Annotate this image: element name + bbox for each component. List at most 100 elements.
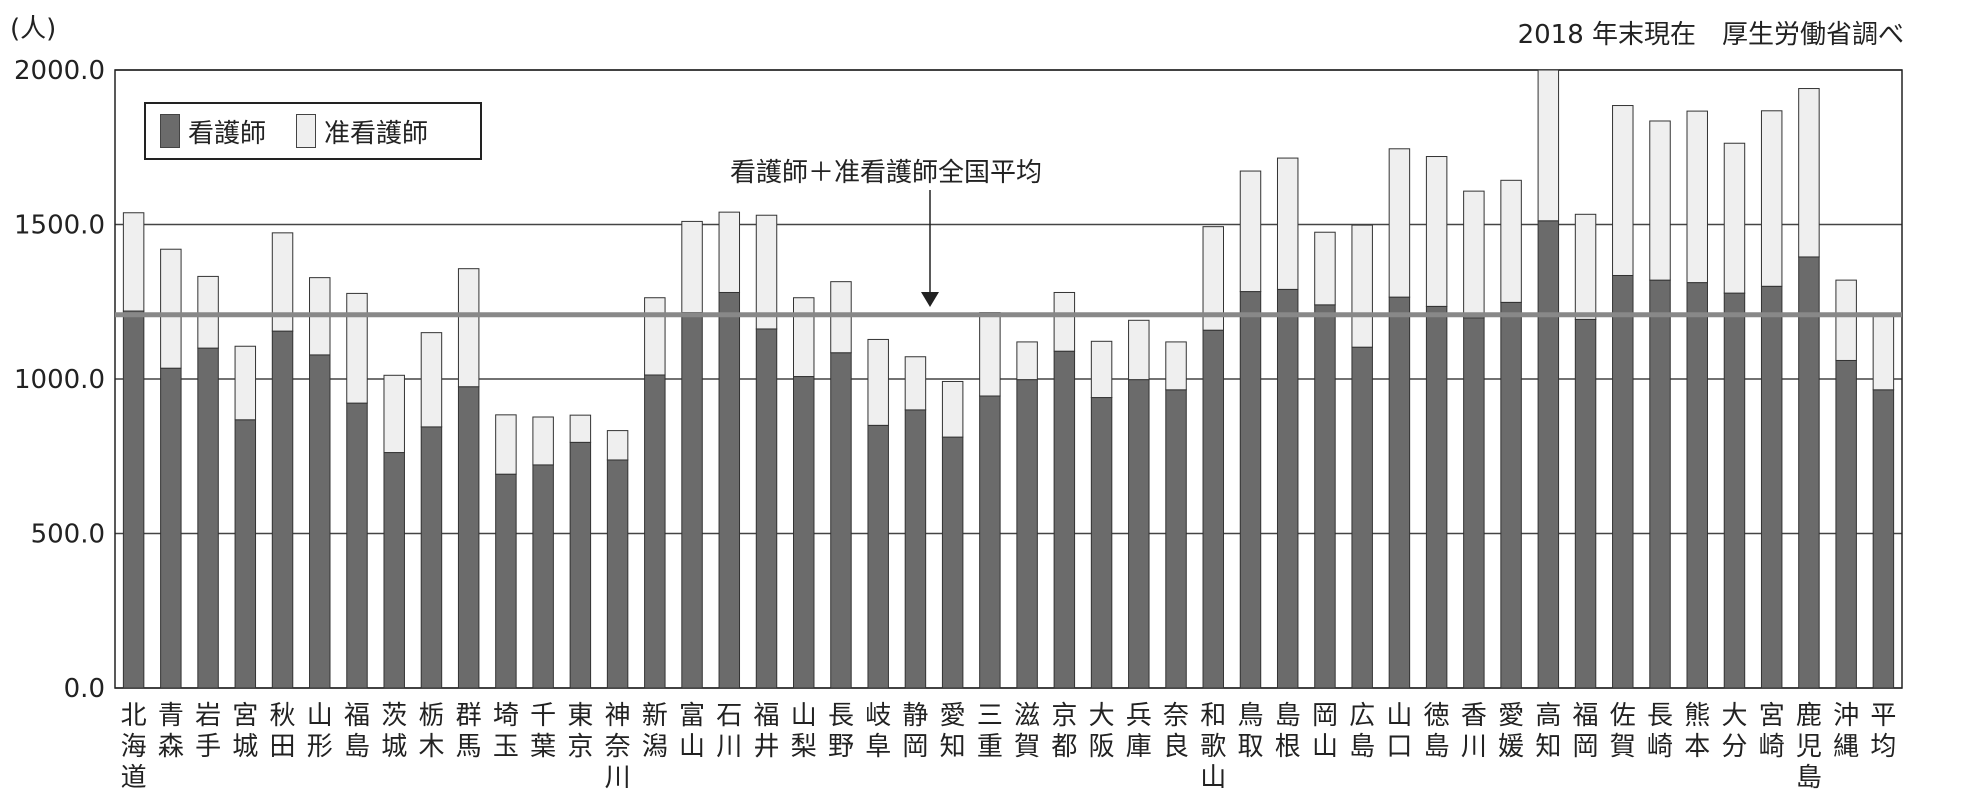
bar-nurse — [1500, 301, 1522, 689]
bar-nurse — [532, 464, 554, 689]
x-category-label: 茨 — [381, 701, 407, 731]
bar-assistant-nurse — [793, 297, 815, 378]
bar-nurse — [457, 386, 480, 689]
bar-nurse — [1053, 350, 1076, 689]
x-category-label: 佐 — [1610, 701, 1636, 731]
x-category-label: 東 — [567, 701, 593, 731]
x-category-label: 媛 — [1498, 732, 1524, 762]
x-category-label: 福 — [754, 701, 780, 731]
x-category-label: 大 — [1721, 701, 1747, 731]
x-category-label: 長 — [1647, 701, 1673, 731]
bar-nurse — [606, 459, 629, 689]
x-category-label: 城 — [232, 732, 258, 762]
bar-assistant-nurse — [644, 297, 666, 376]
bar-assistant-nurse — [1872, 315, 1895, 391]
bar-nurse — [1649, 279, 1671, 689]
x-category-label: 徳 — [1424, 701, 1450, 731]
x-category-label: 川 — [605, 763, 631, 793]
bar-nurse — [1760, 285, 1783, 689]
x-category-label: 潟 — [642, 732, 668, 762]
bar-nurse — [309, 354, 331, 689]
x-category-label: 島 — [1424, 732, 1450, 762]
x-category-label: 玉 — [493, 732, 519, 762]
x-category-label: 取 — [1237, 732, 1263, 762]
bar-nurse — [234, 419, 257, 689]
bar-nurse — [867, 424, 889, 689]
y-tick-label: 1500.0 — [14, 211, 105, 241]
bar-assistant-nurse — [420, 332, 443, 428]
x-category-label: 庫 — [1126, 732, 1152, 762]
x-category-label: 千 — [530, 701, 556, 731]
x-category-label: 愛 — [940, 701, 966, 731]
bar-nurse — [420, 426, 443, 689]
bar-nurse — [1872, 389, 1895, 689]
bar-nurse — [644, 374, 666, 689]
bar-assistant-nurse — [867, 338, 889, 426]
x-category-label: 鳥 — [1237, 701, 1263, 731]
x-category-label: 木 — [418, 732, 444, 762]
x-category-label: 崎 — [1759, 732, 1785, 762]
x-category-label: 島 — [1349, 732, 1375, 762]
x-category-label: 長 — [828, 701, 854, 731]
x-category-label: 形 — [307, 732, 333, 762]
bar-nurse — [122, 310, 145, 689]
x-category-label: 青 — [158, 701, 184, 731]
x-category-label: 新 — [642, 701, 668, 731]
bar-nurse — [1686, 282, 1708, 689]
bar-assistant-nurse — [234, 345, 257, 421]
legend-item-assistant-nurse: 准看護師 — [296, 113, 428, 150]
x-category-label: 山 — [791, 701, 817, 731]
annotation-arrow-head — [921, 292, 939, 307]
bar-nurse — [1537, 220, 1560, 689]
bar-nurse — [1239, 291, 1262, 689]
x-category-label: 山 — [307, 701, 333, 731]
bar-nurse — [1276, 288, 1299, 689]
bar-nurse — [681, 312, 703, 689]
bar-nurse — [346, 402, 368, 689]
bar-nurse — [495, 473, 517, 689]
x-category-label: 馬 — [456, 732, 482, 762]
x-category-label: 平 — [1870, 701, 1896, 731]
x-category-label: 石 — [716, 701, 742, 731]
legend-label-assistant-nurse: 准看護師 — [324, 118, 429, 149]
x-category-label: 富 — [679, 701, 705, 731]
bar-nurse — [1165, 389, 1187, 689]
bar-nurse — [1351, 346, 1373, 689]
bar-assistant-nurse — [681, 220, 703, 314]
bar-assistant-nurse — [1388, 148, 1411, 298]
x-category-label: 京 — [1051, 701, 1077, 731]
bar-assistant-nurse — [606, 430, 629, 461]
x-category-label: 縄 — [1833, 732, 1859, 762]
plot-frame — [114, 69, 1903, 689]
x-category-label: 川 — [1461, 732, 1487, 762]
x-category-label: 島 — [1275, 701, 1301, 731]
bar-nurse — [979, 395, 1001, 689]
bar-nurse — [1798, 256, 1820, 689]
x-category-label: 岡 — [1573, 732, 1599, 762]
bar-assistant-nurse — [1314, 231, 1336, 306]
bar-nurse — [569, 441, 592, 689]
x-category-label: 岩 — [195, 701, 221, 731]
y-tick-label: 0.0 — [64, 674, 105, 704]
x-category-label: 良 — [1163, 732, 1189, 762]
x-category-label: 森 — [158, 732, 184, 762]
bar-nurse — [830, 352, 852, 689]
x-category-label: 北 — [121, 701, 147, 731]
x-category-label: 沖 — [1833, 701, 1859, 731]
legend-label-nurse: 看護師 — [188, 118, 267, 149]
x-category-label: 山 — [1386, 701, 1412, 731]
bar-assistant-nurse — [457, 268, 480, 388]
x-category-label: 福 — [1573, 701, 1599, 731]
x-category-label: 知 — [940, 732, 966, 762]
x-category-label: 手 — [195, 732, 221, 762]
x-category-label: 道 — [121, 763, 147, 793]
bar-assistant-nurse — [495, 414, 517, 475]
x-category-label: 梨 — [791, 732, 817, 762]
y-tick-label: 500.0 — [31, 520, 105, 550]
x-category-label: 島 — [344, 732, 370, 762]
bar-nurse — [718, 291, 741, 689]
bar-assistant-nurse — [569, 414, 592, 443]
bar-assistant-nurse — [1425, 156, 1448, 307]
x-category-label: 野 — [828, 732, 854, 762]
x-category-label: 神 — [605, 701, 631, 731]
